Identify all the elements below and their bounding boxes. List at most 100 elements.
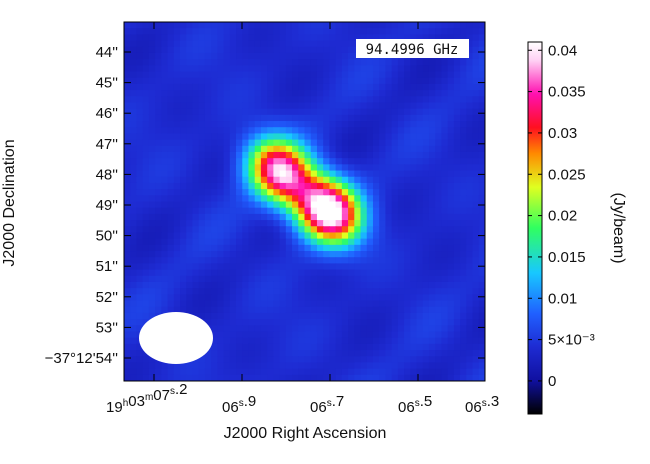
heatmap-cell bbox=[136, 22, 144, 29]
heatmap-cell bbox=[198, 263, 206, 271]
heatmap-cell bbox=[298, 40, 306, 48]
heatmap-cell bbox=[466, 195, 474, 203]
heatmap-cell bbox=[447, 145, 455, 153]
heatmap-cell bbox=[211, 133, 218, 141]
heatmap-cell bbox=[236, 306, 243, 314]
heatmap-cell bbox=[447, 281, 455, 289]
heatmap-cell bbox=[267, 362, 274, 370]
heatmap-cell bbox=[397, 151, 405, 159]
heatmap-cell bbox=[217, 77, 225, 85]
heatmap-cell bbox=[124, 337, 131, 345]
heatmap-cell bbox=[136, 356, 144, 364]
heatmap-cell bbox=[260, 294, 268, 302]
heatmap-cell bbox=[441, 176, 449, 184]
heatmap-cell bbox=[354, 139, 362, 147]
heatmap-cell bbox=[335, 127, 343, 135]
heatmap-cell bbox=[397, 269, 405, 277]
heatmap-cell bbox=[372, 331, 380, 339]
heatmap-cell bbox=[298, 207, 306, 215]
heatmap-cell bbox=[192, 102, 200, 110]
heatmap-cell bbox=[242, 238, 250, 246]
heatmap-cell bbox=[372, 294, 380, 302]
heatmap-cell bbox=[441, 102, 449, 110]
heatmap-cell bbox=[254, 288, 262, 295]
heatmap-cell bbox=[428, 294, 436, 302]
heatmap-cell bbox=[441, 170, 449, 178]
heatmap-cell bbox=[273, 102, 281, 110]
heatmap-cell bbox=[204, 139, 212, 147]
heatmap-cell bbox=[161, 281, 169, 289]
heatmap-cell bbox=[385, 83, 393, 91]
heatmap-cell bbox=[310, 232, 318, 240]
heatmap-cell bbox=[379, 269, 387, 277]
heatmap-cell bbox=[329, 207, 337, 215]
heatmap-cell bbox=[329, 127, 337, 135]
heatmap-cell bbox=[217, 176, 225, 184]
heatmap-cell bbox=[310, 133, 318, 141]
heatmap-cell bbox=[267, 281, 274, 289]
heatmap-cell bbox=[192, 281, 200, 289]
heatmap-cell bbox=[192, 257, 200, 264]
heatmap-cell bbox=[366, 28, 374, 35]
heatmap-cell bbox=[410, 65, 418, 73]
heatmap-cell bbox=[273, 294, 281, 302]
heatmap-cell bbox=[236, 121, 243, 128]
heatmap-cell bbox=[329, 288, 337, 295]
heatmap-cell bbox=[155, 269, 162, 277]
heatmap-cell bbox=[223, 368, 231, 376]
heatmap-cell bbox=[466, 226, 474, 234]
heatmap-cell bbox=[223, 275, 231, 283]
heatmap-cell bbox=[204, 251, 212, 258]
heatmap-cell bbox=[267, 312, 274, 320]
heatmap-cell bbox=[173, 294, 181, 302]
heatmap-cell bbox=[217, 158, 225, 165]
heatmap-cell bbox=[242, 319, 250, 326]
heatmap-cell bbox=[372, 288, 380, 295]
heatmap-cell bbox=[379, 90, 387, 97]
heatmap-cell bbox=[173, 374, 181, 381]
heatmap-cell bbox=[136, 127, 144, 135]
heatmap-cell bbox=[130, 244, 138, 252]
heatmap-cell bbox=[385, 232, 393, 240]
heatmap-cell bbox=[472, 65, 480, 73]
heatmap-cell bbox=[130, 306, 138, 314]
heatmap-cell bbox=[298, 263, 306, 271]
heatmap-cell bbox=[173, 121, 181, 128]
heatmap-cell bbox=[316, 77, 324, 85]
heatmap-cell bbox=[447, 201, 455, 209]
heatmap-cell bbox=[285, 151, 293, 159]
heatmap-cell bbox=[155, 22, 162, 29]
heatmap-cell bbox=[298, 238, 306, 246]
heatmap-cell bbox=[198, 71, 206, 79]
heatmap-cell bbox=[267, 96, 274, 104]
heatmap-cell bbox=[323, 238, 330, 246]
heatmap-cell bbox=[304, 22, 312, 29]
heatmap-cell bbox=[285, 176, 293, 184]
heatmap-cell bbox=[466, 312, 474, 320]
heatmap-cell bbox=[366, 96, 374, 104]
heatmap-cell bbox=[316, 312, 324, 320]
heatmap-cell bbox=[466, 350, 474, 357]
heatmap-cell bbox=[260, 46, 268, 54]
heatmap-cell bbox=[478, 22, 485, 29]
heatmap-cell bbox=[260, 251, 268, 258]
heatmap-cell bbox=[155, 362, 162, 370]
heatmap-cell bbox=[161, 28, 169, 35]
heatmap-cell bbox=[316, 22, 324, 29]
heatmap-cell bbox=[130, 77, 138, 85]
heatmap-cell bbox=[391, 121, 399, 128]
heatmap-cell bbox=[136, 343, 144, 351]
heatmap-cell bbox=[323, 251, 330, 258]
heatmap-cell bbox=[460, 343, 467, 351]
heatmap-cell bbox=[267, 226, 274, 234]
heatmap-cell bbox=[379, 151, 387, 159]
heatmap-cell bbox=[292, 331, 299, 339]
heatmap-cell bbox=[397, 319, 405, 326]
heatmap-cell bbox=[236, 251, 243, 258]
heatmap-cell bbox=[155, 170, 162, 178]
heatmap-cell bbox=[124, 343, 131, 351]
heatmap-cell bbox=[192, 151, 200, 159]
heatmap-cell bbox=[223, 325, 231, 333]
heatmap-cell bbox=[435, 145, 443, 153]
heatmap-cell bbox=[124, 59, 131, 66]
